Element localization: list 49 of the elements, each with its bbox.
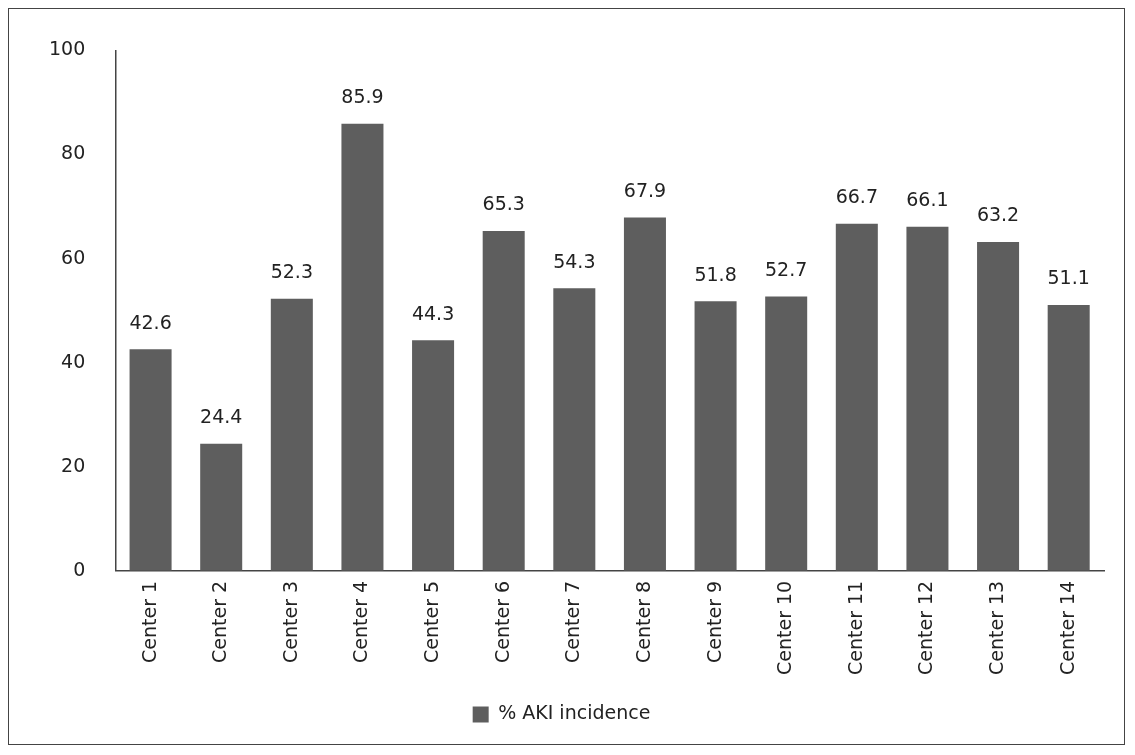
data-label: 24.4 (200, 405, 243, 428)
legend-label: % AKI incidence (498, 701, 651, 724)
bar (906, 226, 949, 571)
data-label: 66.1 (906, 188, 949, 211)
x-tick-label: Center 2 (208, 580, 231, 663)
bar (623, 217, 666, 571)
y-tick-label: 0 (73, 557, 86, 580)
y-tick-label: 100 (49, 37, 86, 60)
bar (412, 340, 455, 571)
bar (270, 298, 313, 571)
x-tick-label: Center 13 (985, 580, 1007, 676)
data-label: 67.9 (623, 178, 667, 201)
x-tick-label: Center 5 (420, 580, 443, 663)
x-tick-label: Center 10 (773, 580, 796, 676)
y-tick-label: 20 (61, 453, 86, 476)
x-tick-label: Center 3 (278, 580, 301, 663)
bar (341, 123, 384, 571)
data-label: 63.2 (976, 203, 1020, 226)
data-label: 54.3 (553, 249, 596, 272)
bar (129, 349, 172, 571)
x-tick-label: Center 1 (137, 580, 160, 663)
bar (835, 223, 878, 571)
x-tick-label: Center 12 (914, 580, 937, 676)
x-tick-label: Center 6 (490, 580, 513, 663)
bar (482, 230, 525, 571)
x-tick-label: Center 9 (702, 580, 725, 663)
bar (553, 288, 596, 571)
bar (977, 241, 1020, 571)
y-tick-label: 80 (61, 141, 86, 164)
data-label: 85.9 (341, 85, 384, 108)
x-tick-label: Center 7 (561, 580, 584, 663)
x-tick-label: Center 8 (631, 580, 654, 663)
data-label: 66.7 (835, 185, 878, 208)
data-label: 44.3 (411, 301, 455, 324)
bar (1047, 304, 1090, 571)
y-tick-label: 40 (61, 349, 86, 372)
data-label: 51.8 (694, 262, 737, 285)
data-label: 51.1 (1047, 266, 1090, 289)
x-tick-label: Center 11 (843, 580, 866, 676)
data-label: 42.6 (129, 310, 172, 333)
x-tick-label: Center 4 (349, 580, 372, 663)
x-tick-label: Center 14 (1055, 580, 1078, 676)
data-label: 52.3 (270, 260, 313, 283)
bar (765, 296, 808, 571)
data-label: 52.7 (765, 258, 808, 280)
y-tick-label: 60 (61, 245, 86, 268)
data-label: 65.3 (482, 192, 525, 215)
bar (694, 301, 737, 571)
bar (200, 443, 243, 571)
